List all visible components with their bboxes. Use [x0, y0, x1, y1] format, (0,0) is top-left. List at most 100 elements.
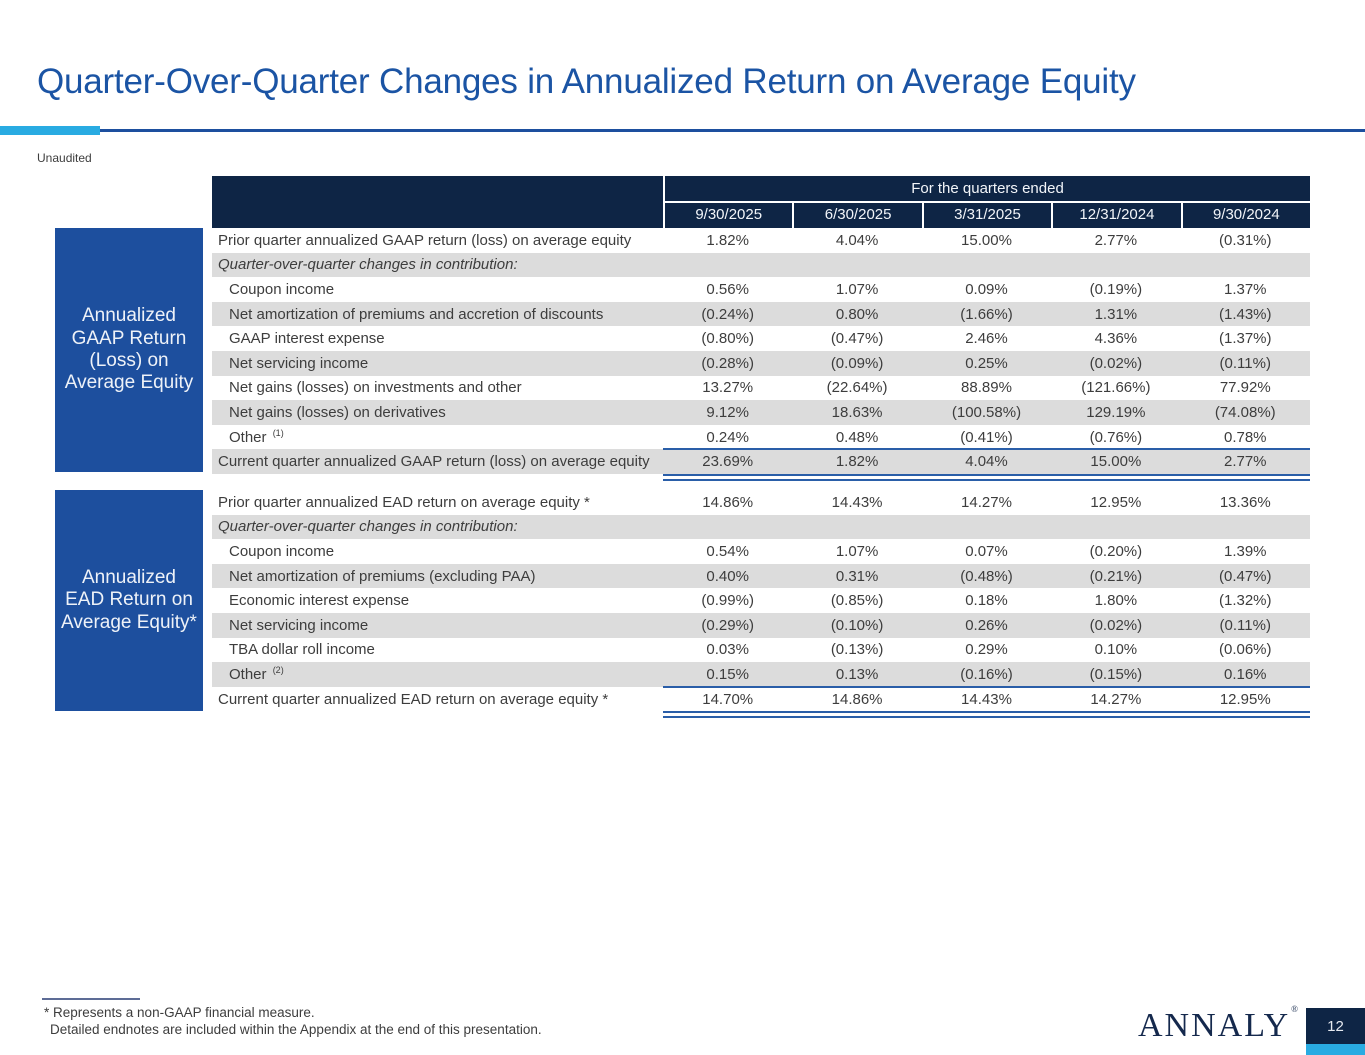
- row-value: (0.11%): [1219, 354, 1271, 372]
- total-rule-top: [663, 685, 1310, 688]
- row-value: 2.77%: [1094, 231, 1138, 249]
- row-label: Current quarter annualized GAAP return (…: [218, 453, 650, 471]
- page-title: Quarter-Over-Quarter Changes in Annualiz…: [37, 62, 1136, 101]
- table-row: Net servicing income (0.29%) (0.10%) 0.26% (…: [212, 612, 1310, 638]
- row-value: 13.27%: [702, 379, 754, 397]
- table-row: Coupon income 0.54% 1.07% 0.07% (0.20%) 1.39%: [212, 539, 1310, 564]
- row-value: (0.10%): [830, 616, 884, 634]
- row-value: (0.02%): [1089, 354, 1143, 372]
- row-value: 0.80%: [835, 305, 879, 323]
- row-value: (0.11%): [1219, 616, 1271, 634]
- row-value: 1.07%: [835, 542, 879, 560]
- row-value: 0.07%: [965, 542, 1008, 560]
- row-value: 1.37%: [1223, 280, 1267, 298]
- row-value: (0.13%): [830, 641, 884, 659]
- page-number: 12: [1327, 1017, 1344, 1035]
- row-value: 0.56%: [706, 280, 749, 298]
- row-value: (100.58%): [951, 403, 1022, 421]
- row-label: Net amortization of premiums (excluding …: [229, 567, 536, 585]
- row-value: 0.03%: [706, 641, 749, 659]
- row-value: 0.24%: [706, 428, 749, 446]
- footnote-endnotes: Detailed endnotes are included within th…: [50, 1022, 542, 1037]
- table-row: Economic interest expense (0.99%) (0.85%) 0…: [212, 588, 1310, 613]
- row-value: 0.31%: [835, 567, 879, 585]
- row-value: (0.09%): [830, 354, 884, 372]
- row-label: Coupon income: [229, 280, 335, 298]
- row-value: 14.86%: [702, 493, 754, 511]
- row-value: 12.95%: [1219, 690, 1271, 708]
- table-row: Other (2) 0.15% 0.13% (0.16%) (0.15%) 0.16%: [212, 662, 1310, 687]
- unaudited-label: Unaudited: [37, 151, 92, 165]
- row-value: 0.10%: [1094, 641, 1138, 659]
- row-value: 0.18%: [965, 592, 1008, 610]
- row-value: (0.76%): [1089, 428, 1143, 446]
- row-label: Net servicing income: [229, 354, 369, 372]
- row-value: 4.04%: [965, 453, 1008, 471]
- row-label: Current quarter annualized EAD return on…: [218, 690, 609, 708]
- row-value: 14.43%: [831, 493, 883, 511]
- table-row: Net amortization of premiums (excluding …: [212, 563, 1310, 589]
- row-label: Economic interest expense: [229, 592, 410, 610]
- subheader-row: Quarter-over-quarter changes in contribu…: [212, 514, 1310, 540]
- row-value: 1.39%: [1223, 542, 1267, 560]
- row-label: Prior quarter annualized EAD return on a…: [218, 493, 590, 511]
- row-value: 88.89%: [961, 379, 1012, 397]
- row-value: 1.82%: [706, 231, 749, 249]
- date-column-header: 9/30/2025: [695, 206, 763, 223]
- table-row: Net amortization of premiums and accreti…: [212, 301, 1310, 327]
- row-value: (0.29%): [701, 616, 754, 634]
- footnote-marker: (2): [272, 665, 284, 676]
- page-accent-bar: [1306, 1044, 1365, 1055]
- page-number-box: 12: [1306, 1008, 1365, 1044]
- row-value: (22.64%): [826, 379, 888, 397]
- row-value: 0.78%: [1223, 428, 1267, 446]
- total-row: Current quarter annualized EAD return on…: [212, 685, 1310, 719]
- ead-section-label: Annualized EAD Return on Average Equity*: [55, 490, 203, 711]
- registered-mark: ®: [1291, 1004, 1298, 1014]
- row-value: (0.21%): [1089, 567, 1143, 585]
- divider-accent-bar: [0, 126, 100, 135]
- row-value: (0.47%): [1218, 567, 1272, 585]
- row-label: Other (1): [229, 428, 284, 447]
- row-value: (0.85%): [830, 592, 884, 610]
- annaly-logo: ANNALY®: [1138, 1004, 1298, 1045]
- row-value: (0.47%): [830, 330, 884, 348]
- row-value: (0.28%): [701, 354, 754, 372]
- row-value: (0.16%): [960, 665, 1013, 683]
- subheader-row: Quarter-over-quarter changes in contribu…: [212, 252, 1310, 278]
- row-value: (0.15%): [1089, 665, 1143, 683]
- row-value: (121.66%): [1081, 379, 1151, 397]
- row-value: 0.25%: [965, 354, 1008, 372]
- table-header-quarters: For the quarters ended 9/30/2025 6/30/202…: [663, 176, 1310, 228]
- row-value: 0.15%: [706, 665, 749, 683]
- footnote-rule: [42, 998, 140, 1000]
- row-value: 0.48%: [835, 428, 879, 446]
- row-value: 0.09%: [965, 280, 1008, 298]
- table-row: Prior quarter annualized EAD return on a…: [212, 490, 1310, 515]
- row-value: 18.63%: [831, 403, 883, 421]
- row-value: (0.06%): [1218, 641, 1272, 659]
- date-column-header: 6/30/2025: [792, 203, 921, 228]
- row-value: 14.70%: [702, 690, 754, 708]
- row-label: GAAP interest expense: [229, 330, 385, 348]
- gaap-section-label: Annualized GAAP Return (Loss) on Average…: [55, 228, 203, 472]
- row-value: 129.19%: [1086, 403, 1146, 421]
- row-label: Quarter-over-quarter changes in contribu…: [218, 256, 518, 274]
- row-value: 14.86%: [831, 690, 883, 708]
- row-value: (0.99%): [701, 592, 754, 610]
- row-value: 0.13%: [835, 665, 879, 683]
- row-value: 1.80%: [1094, 592, 1138, 610]
- row-value: 12.95%: [1090, 493, 1142, 511]
- row-value: 4.04%: [835, 231, 879, 249]
- row-value: (1.37%): [1218, 330, 1272, 348]
- table-header-corner: [212, 176, 663, 228]
- table-row: Prior quarter annualized GAAP return (lo…: [212, 228, 1310, 253]
- row-value: 1.07%: [835, 280, 879, 298]
- row-value: (1.32%): [1218, 592, 1272, 610]
- footnote-marker: (1): [272, 428, 284, 439]
- row-value: 0.29%: [965, 641, 1008, 659]
- date-column-header: 12/31/2024: [1051, 203, 1180, 228]
- row-label: Net gains (losses) on derivatives: [229, 403, 446, 421]
- row-value: 14.27%: [1090, 690, 1142, 708]
